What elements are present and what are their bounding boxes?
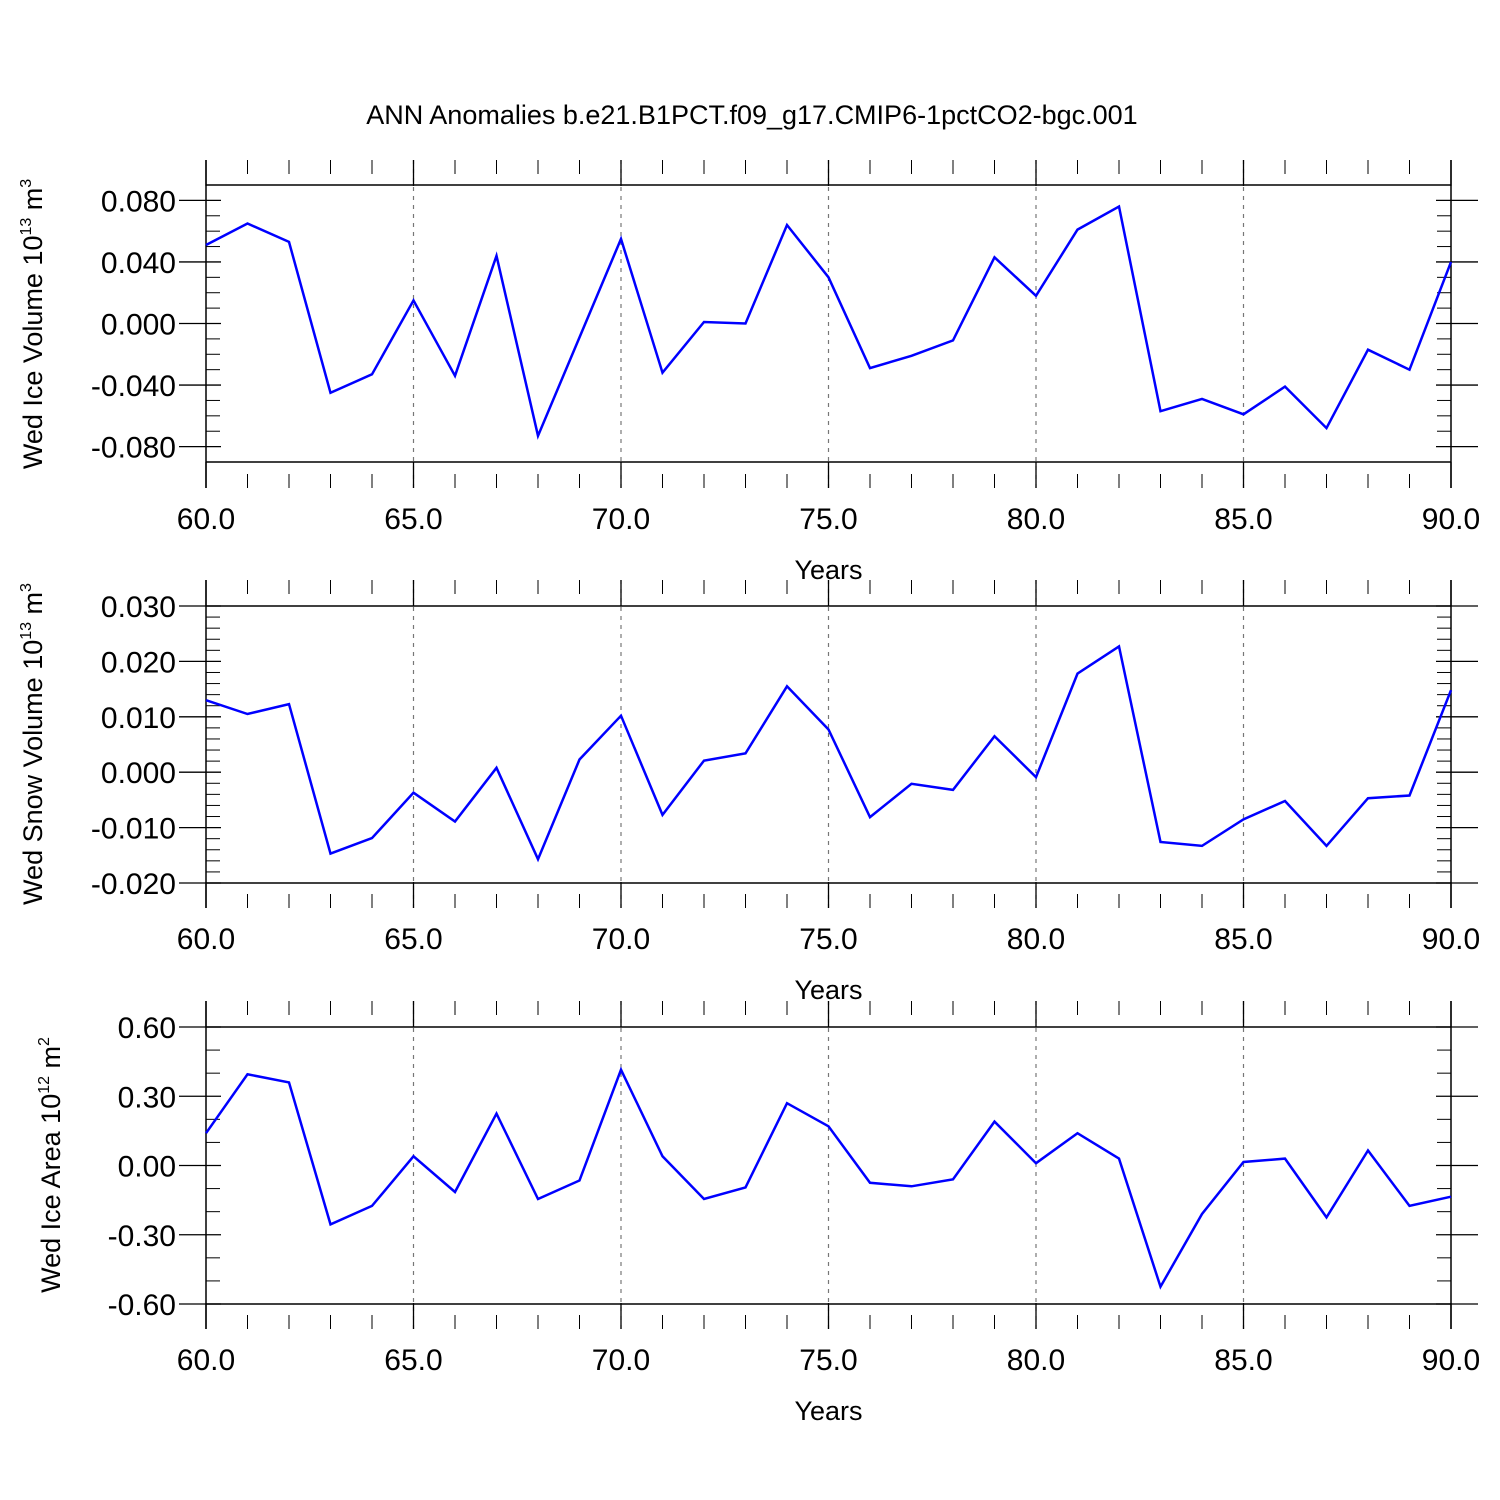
x-tick-label: 65.0 xyxy=(384,923,442,956)
y-tick-label: -0.60 xyxy=(108,1289,176,1322)
x-tick-label: 70.0 xyxy=(592,923,650,956)
y-axis-label: Wed Ice Volume 1013 m3 xyxy=(18,179,48,469)
y-tick-label: -0.040 xyxy=(91,370,176,403)
panels: 0.080 0.040 0.000 -0.040 -0.080 60.0 65.0 70.0 7… xyxy=(18,160,1480,1426)
y-label-text: Wed Ice Area 10 xyxy=(36,1094,66,1293)
y-label-text: Wed Ice Volume 10 xyxy=(18,236,48,470)
x-tick-label: 90.0 xyxy=(1422,503,1480,536)
y-label-text: m xyxy=(18,592,48,622)
x-tick-label: 65.0 xyxy=(384,1344,442,1377)
x-tick-label: 75.0 xyxy=(799,1344,857,1377)
y-tick-label: 0.040 xyxy=(101,247,176,280)
y-label-text: Wed Snow Volume 10 xyxy=(18,640,48,905)
y-axis-label: Wed Ice Area 1012 m2 xyxy=(36,1037,66,1293)
x-tick-label: 90.0 xyxy=(1422,1344,1480,1377)
x-tick-label: 80.0 xyxy=(1007,503,1065,536)
x-tick-label: 90.0 xyxy=(1422,923,1480,956)
y-label-superscript: 3 xyxy=(18,583,35,592)
y-tick-label: 0.00 xyxy=(118,1151,176,1184)
x-tick-label: 65.0 xyxy=(384,503,442,536)
x-tick-label: 80.0 xyxy=(1007,1344,1065,1377)
x-tick-label: 80.0 xyxy=(1007,923,1065,956)
y-label-superscript: 12 xyxy=(36,1076,53,1094)
x-tick-label: 85.0 xyxy=(1214,1344,1272,1377)
y-tick-label: 0.030 xyxy=(101,591,176,624)
x-tick-label: 85.0 xyxy=(1214,923,1272,956)
y-label-superscript: 3 xyxy=(18,179,35,188)
series-line xyxy=(205,204,1453,440)
y-tick-label: 0.010 xyxy=(101,702,176,735)
y-tick-label: -0.010 xyxy=(91,813,176,846)
y-tick-label: 0.60 xyxy=(118,1012,176,1045)
x-tick-label: 70.0 xyxy=(592,1344,650,1377)
y-tick-label: 0.020 xyxy=(101,646,176,679)
x-tick-label: 60.0 xyxy=(177,923,235,956)
x-tick-label: 60.0 xyxy=(177,1344,235,1377)
chart-panel-1: 0.080 0.040 0.000 -0.040 -0.080 60.0 65.0 70.0 7… xyxy=(18,160,1480,585)
y-tick-label: -0.080 xyxy=(91,432,176,465)
y-tick-label: 0.080 xyxy=(101,185,176,218)
y-label-superscript: 2 xyxy=(36,1037,53,1046)
y-tick-label: -0.020 xyxy=(91,868,176,901)
x-axis-label: Years xyxy=(794,975,862,1005)
y-label-superscript: 13 xyxy=(18,218,35,236)
y-tick-label: 0.000 xyxy=(101,309,176,342)
y-tick-label: -0.30 xyxy=(108,1220,176,1253)
x-tick-label: 60.0 xyxy=(177,503,235,536)
y-label-superscript: 13 xyxy=(18,622,35,640)
figure-title: ANN Anomalies b.e21.B1PCT.f09_g17.CMIP6-… xyxy=(366,100,1137,130)
x-axis-label: Years xyxy=(794,1396,862,1426)
y-label-text: m xyxy=(18,188,48,218)
y-tick-label: 0.000 xyxy=(101,757,176,790)
x-tick-label: 70.0 xyxy=(592,503,650,536)
x-tick-label: 75.0 xyxy=(799,503,857,536)
y-axis-label: Wed Snow Volume 1013 m3 xyxy=(18,583,48,905)
y-label-text: m xyxy=(36,1046,66,1076)
y-tick-label: 0.30 xyxy=(118,1081,176,1114)
x-tick-label: 85.0 xyxy=(1214,503,1272,536)
x-tick-label: 75.0 xyxy=(799,923,857,956)
